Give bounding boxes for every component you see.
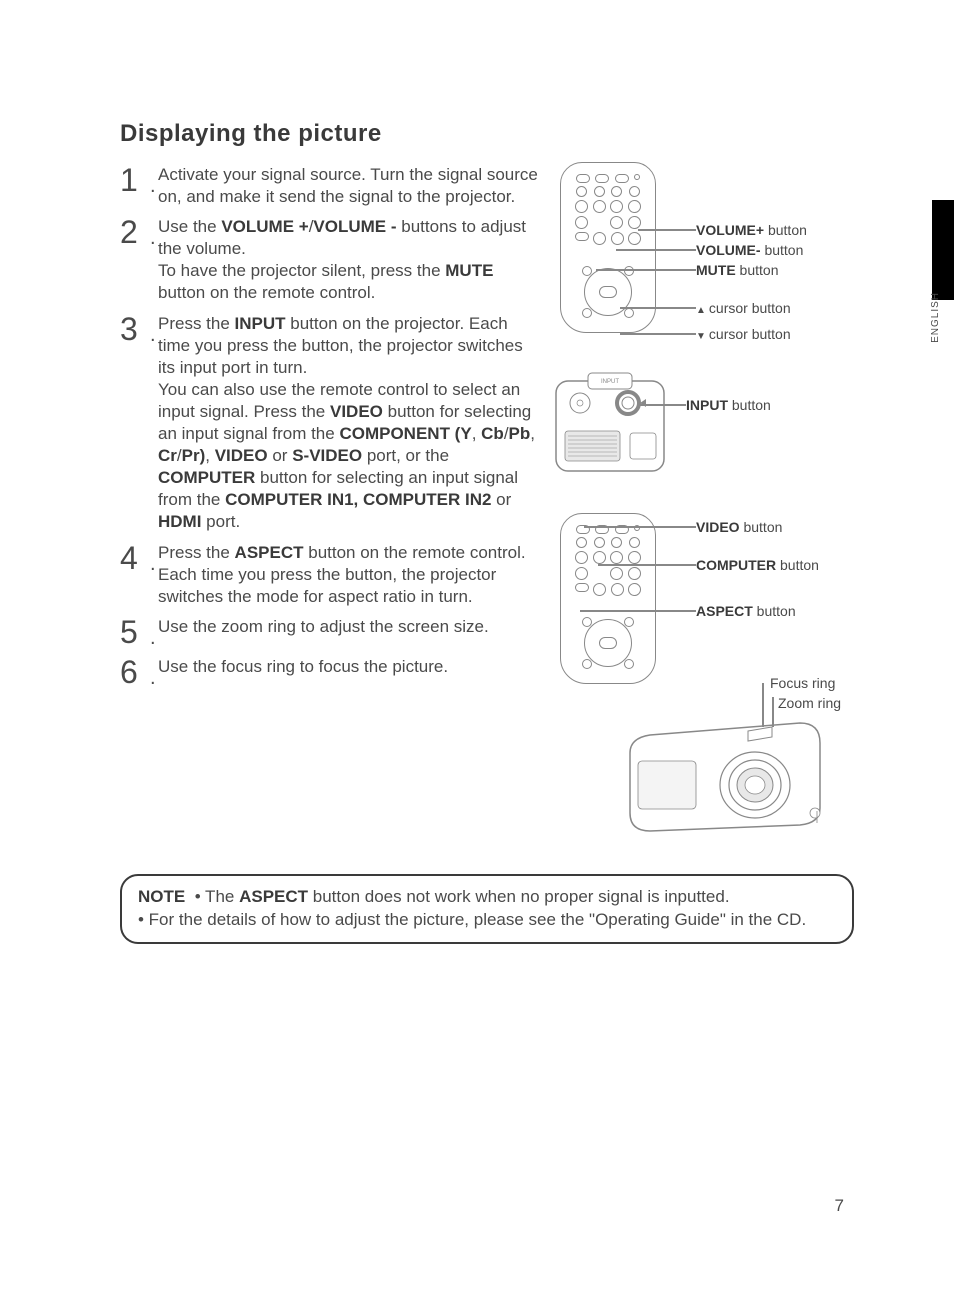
step-2: 2 . Use the VOLUME +/VOLUME - buttons to… xyxy=(120,214,540,304)
step-1: 1 . Activate your signal source. Turn th… xyxy=(120,162,540,208)
aspect-label: ASPECT button xyxy=(696,603,796,619)
step-text: Press the INPUT button on the projector.… xyxy=(158,311,540,534)
page-number: 7 xyxy=(835,1196,844,1216)
steps-list: 1 . Activate your signal source. Turn th… xyxy=(120,162,540,694)
input-label: INPUT button xyxy=(686,397,771,413)
step-number: 2 xyxy=(120,214,150,304)
volume-minus-label: VOLUME- button xyxy=(696,242,803,258)
projector-diagram-front: Focus ring Zoom ring xyxy=(620,713,830,843)
cursor-up-label: cursor button xyxy=(696,300,791,316)
step-number: 4 xyxy=(120,540,150,608)
note-box: NOTE • The ASPECT button does not work w… xyxy=(120,874,854,944)
step-text: Activate your signal source. Turn the si… xyxy=(158,162,540,208)
step-3: 3 . Press the INPUT button on the projec… xyxy=(120,311,540,534)
cursor-down-label: cursor button xyxy=(696,326,791,342)
step-6: 6 . Use the focus ring to focus the pict… xyxy=(120,654,540,688)
step-text: Press the ASPECT button on the remote co… xyxy=(158,540,540,608)
projector-diagram-top: INPUT INPUT button xyxy=(550,363,854,483)
step-number: 3 xyxy=(120,311,150,534)
remote-control-diagram-2 xyxy=(560,513,656,684)
note-label: NOTE xyxy=(138,887,185,906)
focus-ring-label: Focus ring xyxy=(770,675,835,691)
step-text: Use the VOLUME +/VOLUME - buttons to adj… xyxy=(158,214,540,304)
step-text: Use the zoom ring to adjust the screen s… xyxy=(158,614,489,648)
page-title: Displaying the picture xyxy=(120,120,854,148)
zoom-ring-label: Zoom ring xyxy=(778,695,841,711)
video-label: VIDEO button xyxy=(696,519,782,535)
step-number: 5 xyxy=(120,614,150,648)
computer-label: COMPUTER button xyxy=(696,557,819,573)
step-number: 1 xyxy=(120,162,150,208)
step-dot: . xyxy=(150,162,158,208)
step-dot: . xyxy=(150,311,158,534)
step-5: 5 . Use the zoom ring to adjust the scre… xyxy=(120,614,540,648)
note-text: • The ASPECT button does not work when n… xyxy=(138,887,806,929)
step-dot: . xyxy=(150,654,158,688)
illustrations: VOLUME+ button VOLUME- button MUTE butto… xyxy=(550,162,854,694)
step-text: Use the focus ring to focus the picture. xyxy=(158,654,448,688)
volume-plus-label: VOLUME+ button xyxy=(696,222,807,238)
svg-text:INPUT: INPUT xyxy=(601,379,619,385)
mute-label: MUTE button xyxy=(696,262,779,278)
language-tab xyxy=(932,200,954,300)
step-dot: . xyxy=(150,540,158,608)
step-dot: . xyxy=(150,214,158,304)
step-4: 4 . Press the ASPECT button on the remot… xyxy=(120,540,540,608)
step-number: 6 xyxy=(120,654,150,688)
step-dot: . xyxy=(150,614,158,648)
language-label: ENGLISH xyxy=(930,292,941,343)
